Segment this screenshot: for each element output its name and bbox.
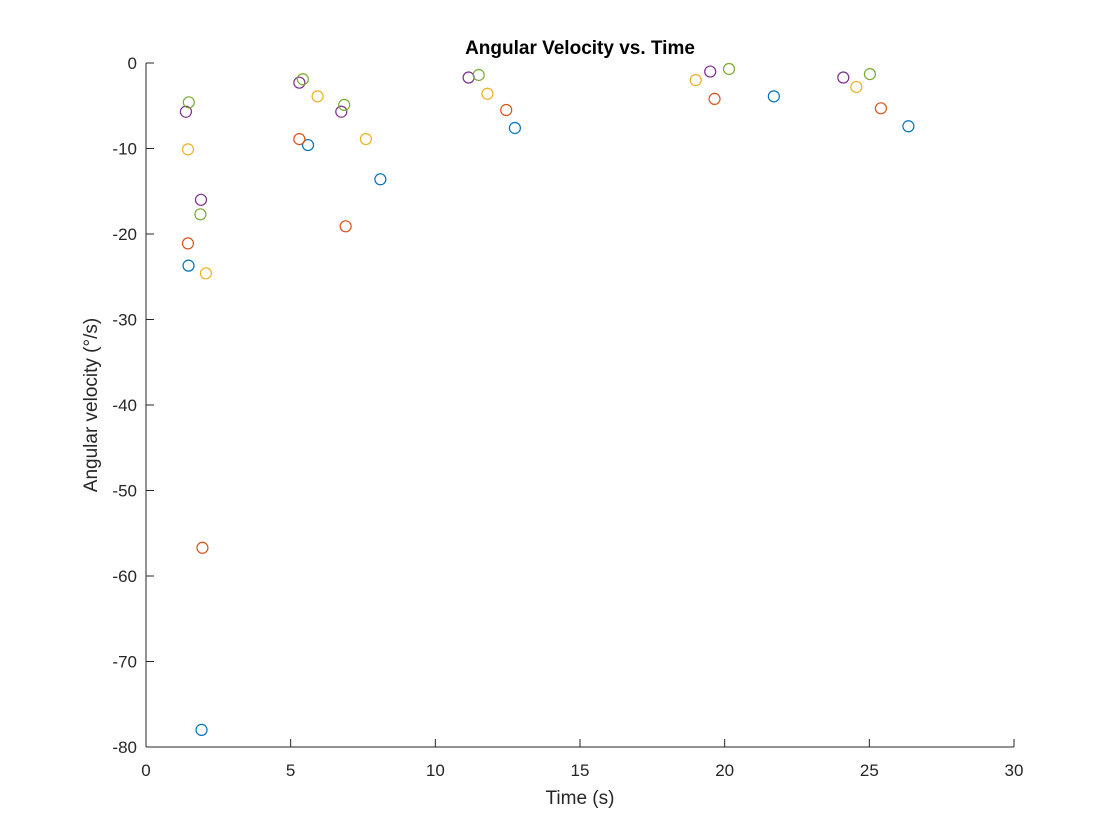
- y-tick-label: -80: [112, 738, 137, 757]
- data-points: [179, 62, 915, 737]
- scatter-point-series-2: [339, 220, 352, 233]
- scatter-point-series-3: [689, 73, 702, 87]
- y-axis-title: Angular velocity (°/s): [81, 318, 102, 492]
- scatter-point-series-2: [708, 92, 721, 106]
- x-tick-label: 15: [571, 761, 590, 780]
- scatter-point-series-5: [722, 62, 736, 76]
- scatter-point-series-5: [194, 208, 207, 221]
- y-tick-label: -10: [112, 140, 137, 159]
- scatter-point-series-1: [902, 120, 915, 133]
- scatter-point-series-4: [335, 105, 348, 118]
- scatter-point-series-5: [296, 73, 309, 86]
- scatter-point-series-4: [837, 71, 850, 84]
- y-tick-label: -20: [112, 225, 137, 244]
- scatter-point-series-2: [874, 102, 888, 115]
- scatter-point-series-1: [374, 173, 387, 186]
- scatter-point-series-4: [293, 76, 306, 89]
- scatter-point-series-1: [301, 138, 315, 152]
- scatter-point-series-1: [182, 259, 195, 272]
- x-axis-title: Time (s): [546, 788, 615, 809]
- y-tick-label: -50: [112, 482, 137, 501]
- scatter-point-series-5: [182, 96, 195, 109]
- x-tick-label: 20: [715, 761, 734, 780]
- x-tick-label: 10: [426, 761, 445, 780]
- scatter-point-series-1: [195, 723, 208, 737]
- x-ticks: 0 5 10 15 20 25 30: [141, 739, 1023, 780]
- x-tick-label: 25: [860, 761, 879, 780]
- y-tick-label: -70: [112, 653, 137, 672]
- scatter-point-series-5: [338, 98, 351, 111]
- axes: [145, 63, 1014, 748]
- scatter-point-series-2: [196, 541, 209, 554]
- scatter-point-series-2: [500, 103, 513, 117]
- scatter-point-series-2: [181, 237, 195, 250]
- scatter-point-series-3: [850, 80, 863, 94]
- y-ticks: 0 -10 -20 -30 -40 -50 -60 -70 -80: [112, 54, 154, 757]
- scatter-point-series-1: [767, 90, 780, 103]
- chart-title: Angular Velocity vs. Time: [465, 38, 695, 59]
- y-tick-label: -40: [112, 396, 137, 415]
- scatter-point-series-5: [472, 68, 485, 82]
- scatter-point-series-3: [481, 87, 494, 100]
- scatter-point-series-2: [293, 132, 306, 146]
- scatter-point-series-4: [194, 193, 208, 206]
- scatter-point-series-1: [508, 121, 522, 135]
- scatter-point-series-4: [462, 71, 475, 84]
- x-tick-label: 5: [286, 761, 295, 780]
- scatter-point-series-3: [181, 143, 195, 156]
- y-tick-label: -60: [112, 567, 137, 586]
- scatter-point-series-5: [863, 68, 877, 81]
- y-tick-label: -30: [112, 311, 137, 330]
- x-tick-label: 0: [141, 761, 150, 780]
- scatter-point-series-4: [704, 65, 717, 78]
- scatter-point-series-3: [199, 267, 212, 280]
- y-tick-label: 0: [128, 54, 137, 73]
- scatter-point-series-4: [179, 105, 193, 118]
- scatter-point-series-3: [359, 132, 372, 146]
- scatter-point-series-3: [311, 90, 324, 103]
- x-tick-label: 30: [1005, 761, 1024, 780]
